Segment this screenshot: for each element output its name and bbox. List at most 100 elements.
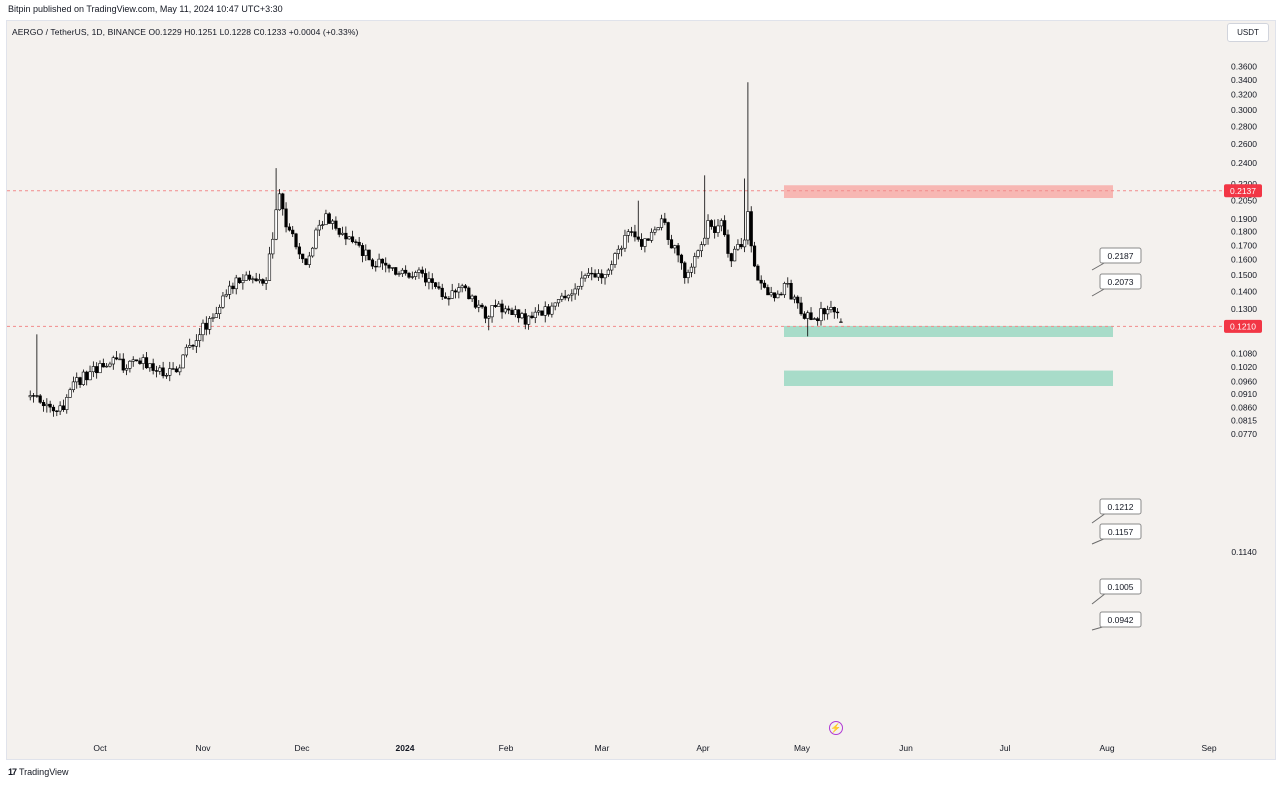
candle-body <box>696 250 700 257</box>
candle <box>111 355 115 370</box>
candle <box>400 267 404 277</box>
candle-body <box>121 358 125 371</box>
candle-body <box>394 267 398 275</box>
candle-body <box>317 224 321 231</box>
candle-body <box>709 220 713 227</box>
candle-body <box>819 308 823 322</box>
candle <box>35 334 39 398</box>
candle <box>324 209 328 226</box>
candle <box>138 357 142 365</box>
candle-body <box>510 309 514 315</box>
candle-body <box>41 402 46 407</box>
candle-body <box>583 275 587 279</box>
candle-body <box>603 274 607 279</box>
candle <box>699 241 703 258</box>
candle <box>424 268 428 287</box>
time-tick-label: Dec <box>294 743 310 753</box>
candle <box>483 305 488 324</box>
candle <box>377 253 381 268</box>
candle <box>198 328 202 348</box>
candle-body <box>606 269 610 275</box>
candle <box>497 301 501 307</box>
candle <box>360 242 365 263</box>
candle-body <box>221 295 225 308</box>
candle-body <box>281 193 285 210</box>
candle-body <box>736 244 740 250</box>
candle <box>340 226 345 236</box>
candle-body <box>573 288 577 295</box>
candle-body <box>829 307 833 310</box>
candle-body <box>666 222 670 240</box>
candle-body <box>61 405 66 410</box>
candle-body <box>198 334 202 341</box>
candle <box>218 304 222 319</box>
candle <box>188 338 192 349</box>
candle-body <box>746 211 750 241</box>
candle <box>812 317 816 320</box>
callout-value: 0.2187 <box>1108 251 1134 261</box>
candle-body <box>789 283 793 300</box>
candle <box>168 361 172 382</box>
candle-body <box>689 266 694 273</box>
candle <box>826 305 830 320</box>
candle-body <box>134 359 139 362</box>
candle-body <box>500 303 504 313</box>
callout-box <box>1099 247 1142 264</box>
candle-body <box>354 241 358 243</box>
candle-body <box>174 368 179 373</box>
candle <box>55 410 59 417</box>
candle <box>221 292 225 309</box>
candle <box>726 229 730 258</box>
candle-body <box>822 308 826 315</box>
candle <box>357 236 361 248</box>
candle-body <box>277 193 282 211</box>
candle <box>121 353 125 373</box>
candle-body <box>360 245 365 256</box>
time-axis: Oct Nov Dec 2024 Feb Mar Apr May Jun Jul Aug Sep <box>93 743 1216 753</box>
candle <box>440 283 444 300</box>
candle <box>533 307 537 324</box>
candle <box>51 404 56 417</box>
candle <box>772 292 777 302</box>
candle <box>686 269 690 284</box>
callout-box <box>1099 498 1142 515</box>
price-tick-label: 0.1140 <box>1231 547 1257 557</box>
candle <box>776 290 780 299</box>
candle <box>105 363 109 368</box>
candle <box>723 215 727 237</box>
chart-pane[interactable] <box>6 20 1276 760</box>
candle-body <box>809 312 813 320</box>
candle <box>553 302 557 311</box>
candle <box>786 277 790 288</box>
callout-value: 0.1157 <box>1108 527 1134 537</box>
candle <box>380 258 385 270</box>
candle <box>762 280 767 289</box>
candle <box>191 343 195 350</box>
candle-body <box>616 248 620 254</box>
symbol-legend: AERGO / TetherUS, 1D, BINANCE O0.1229 H0… <box>12 27 359 37</box>
candle-body <box>420 269 424 274</box>
price-tick-label: 0.2400 <box>1231 158 1257 168</box>
candle-body <box>367 249 371 261</box>
candle-body <box>164 375 169 377</box>
candle-body <box>513 309 517 315</box>
candle-body <box>546 306 551 315</box>
price-badge-box <box>1224 319 1262 333</box>
flash-icon[interactable]: ⚡ <box>829 721 843 735</box>
candle <box>384 257 388 273</box>
candle <box>224 289 228 298</box>
candle <box>666 221 670 245</box>
resistance-zone <box>784 185 1113 199</box>
currency-unit-button[interactable]: USDT <box>1227 23 1269 42</box>
candle <box>809 307 813 321</box>
candle-body <box>410 276 414 278</box>
candle <box>806 310 810 337</box>
candle <box>178 364 182 376</box>
candle <box>45 398 49 413</box>
candle <box>536 304 541 316</box>
candle <box>659 214 664 231</box>
callout-value: 0.2073 <box>1108 277 1134 287</box>
candle-body <box>45 403 49 407</box>
candle <box>606 268 610 277</box>
candle-body <box>566 294 571 299</box>
